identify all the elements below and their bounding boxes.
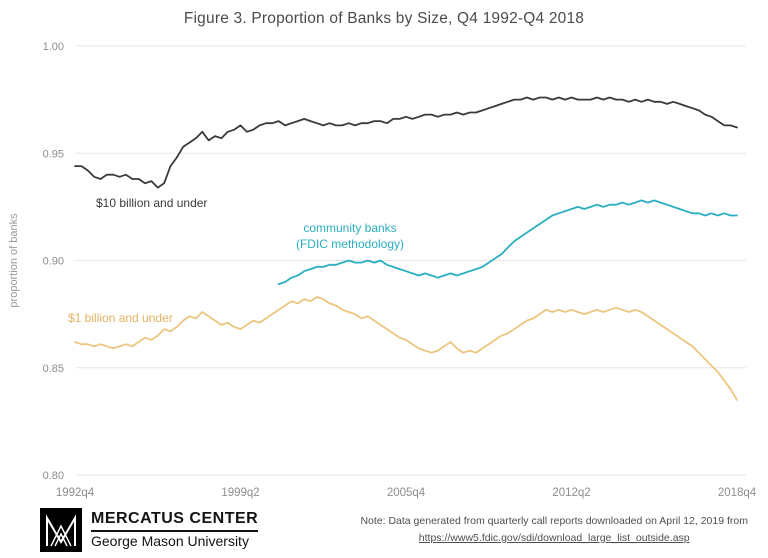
- y-axis-tick-label: 0.85: [43, 363, 64, 375]
- series-line-10b-under: [74, 96, 738, 189]
- footer: MERCATUS CENTER George Mason University …: [0, 505, 768, 558]
- series-line-community-banks: [277, 199, 738, 286]
- series-line-1b-under: [74, 296, 738, 401]
- series-label: $1 billion and under: [68, 311, 173, 325]
- brand-divider: [91, 529, 259, 532]
- org-subtitle: George Mason University: [91, 532, 249, 549]
- mercatus-logo-icon: [40, 507, 82, 552]
- y-axis-tick-label: 0.80: [43, 470, 64, 482]
- x-axis-tick-label: 1999q2: [221, 487, 259, 499]
- series-label: community banks (FDIC methodology): [296, 221, 404, 251]
- source-note: Note: Data generated from quarterly call…: [360, 513, 748, 547]
- y-axis-title: proportion of banks: [8, 213, 20, 308]
- y-axis-tick-label: 0.90: [43, 256, 64, 268]
- x-axis-tick-label: 1992q4: [56, 487, 95, 499]
- line-chart: 1.00 0.95 0.90 0.85 0.80 1992q4 1999q2 2005q4 20…: [8, 41, 757, 499]
- org-name: MERCATUS CENTER: [91, 510, 259, 527]
- brand-lockup: MERCATUS CENTER George Mason University: [91, 510, 259, 549]
- note-text: Note: Data generated from quarterly call…: [360, 514, 748, 527]
- brand-block: MERCATUS CENTER George Mason University: [40, 507, 259, 552]
- x-axis-tick-label: 2005q4: [387, 487, 426, 499]
- fdic-source-link[interactable]: https://www5.fdic.gov/sdi/download_large…: [418, 531, 690, 544]
- chart-title: Figure 3. Proportion of Banks by Size, Q…: [183, 10, 585, 27]
- x-axis-tick-label: 2012q2: [552, 487, 590, 499]
- series-label: $10 billion and under: [96, 196, 207, 210]
- x-axis-tick-label: 2018q4: [718, 487, 757, 499]
- y-axis-tick-label: 1.00: [43, 41, 64, 53]
- y-axis-tick-label: 0.95: [43, 148, 64, 160]
